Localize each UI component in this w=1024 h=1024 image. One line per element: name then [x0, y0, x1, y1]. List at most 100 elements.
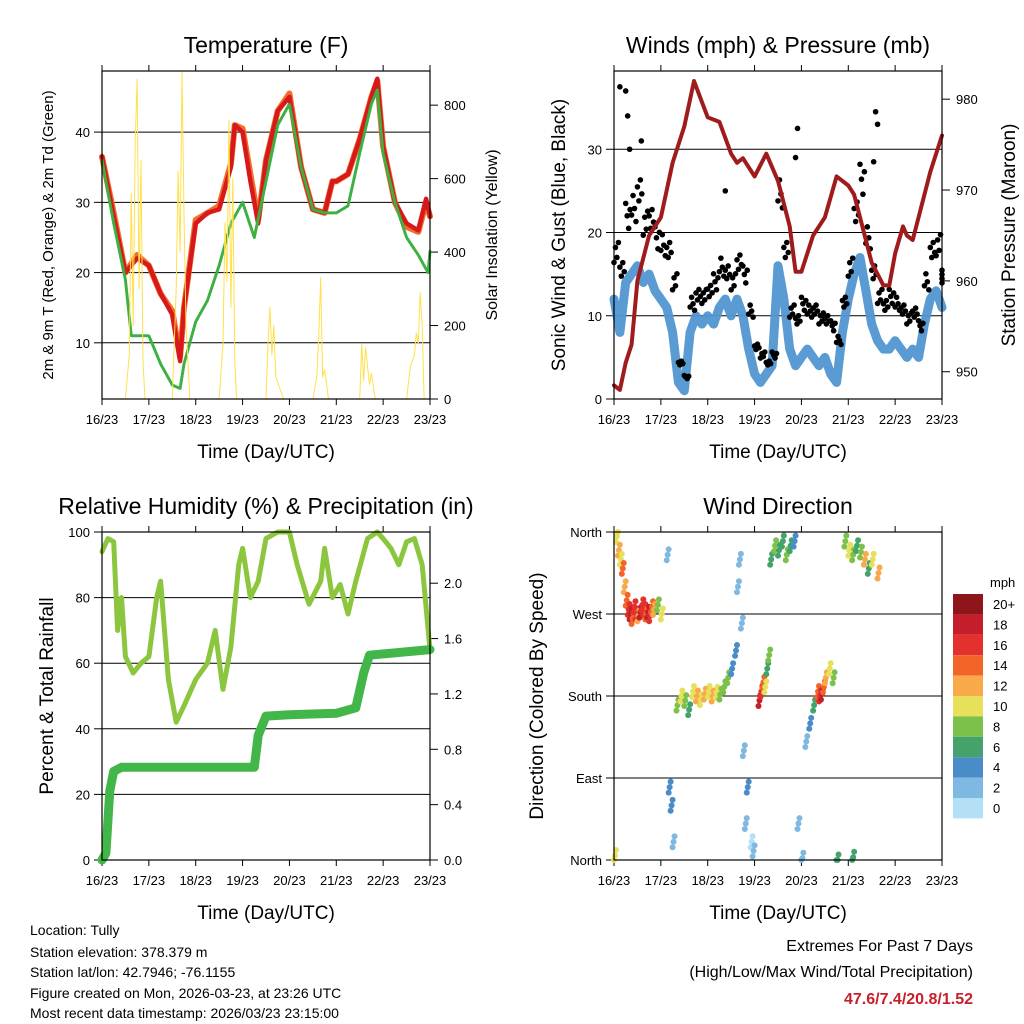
y-tick-label: 20 — [76, 266, 90, 281]
direction-point — [745, 778, 752, 785]
gust-point — [797, 318, 803, 324]
x-tick-label: 21/23 — [832, 412, 865, 427]
x-tick-label: 16/23 — [86, 412, 119, 427]
direction-point — [831, 669, 838, 676]
gust-point — [902, 308, 909, 314]
direction-point — [870, 550, 877, 557]
plot-frame — [101, 70, 431, 400]
direction-point — [772, 542, 779, 549]
gust-point — [846, 259, 853, 266]
gust-point — [874, 121, 881, 128]
temperature-panel: Temperature (F) Time (Day/UTC) 2m & 9m T (… — [40, 32, 501, 463]
direction-point — [850, 854, 857, 861]
gust-point — [827, 317, 834, 324]
gust-point — [639, 191, 645, 197]
x-axis-label: Time (Day/UTC) — [709, 903, 847, 924]
gust-point — [665, 254, 671, 261]
direction-point — [806, 725, 813, 732]
gust-point — [658, 247, 664, 254]
y-tick-label-right: 1.2 — [444, 687, 462, 702]
gust-point — [706, 293, 712, 300]
direction-point — [800, 849, 807, 856]
direction-point — [835, 851, 842, 858]
y-tick-label-right: 980 — [956, 92, 978, 107]
direction-point — [854, 542, 861, 549]
y-tick-label: 30 — [588, 142, 602, 157]
gust-point — [710, 270, 717, 277]
direction-point — [704, 693, 711, 700]
plot-frame — [613, 70, 943, 400]
direction-point — [677, 698, 684, 705]
y-tick-label-right: 970 — [956, 183, 978, 198]
figure-created: Figure created on Mon, 2026-03-23, at 23… — [30, 985, 341, 1001]
direction-point — [791, 538, 798, 545]
gust-point — [690, 300, 696, 307]
direction-point — [846, 547, 853, 554]
y-tick-label: 60 — [76, 656, 90, 671]
direction-point — [766, 652, 773, 658]
gust-point — [906, 318, 913, 324]
direction-point — [864, 570, 871, 577]
direction-point — [875, 570, 882, 576]
gust-point — [747, 302, 753, 308]
direction-point — [682, 697, 689, 704]
gust-point — [722, 188, 729, 194]
gust-point — [615, 239, 622, 246]
direction-point — [761, 689, 768, 696]
chart-title: Winds (mph) & Pressure (mb) — [626, 32, 930, 58]
plot-frame — [613, 531, 943, 861]
direction-point — [861, 556, 868, 563]
x-tick-label: 19/23 — [226, 873, 259, 888]
gust-point — [621, 268, 628, 275]
direction-point — [619, 565, 626, 572]
direction-point — [618, 570, 625, 577]
y-tick-label: 20 — [588, 226, 602, 241]
gust-point — [795, 312, 802, 319]
x-tick-label: 23/23 — [414, 412, 447, 427]
gust-point — [674, 270, 680, 277]
gust-point — [832, 320, 838, 327]
gust-point — [617, 264, 623, 270]
gust-point — [622, 200, 629, 207]
gust-point — [625, 225, 632, 232]
legend-label: 4 — [993, 760, 1000, 775]
legend-swatch — [953, 594, 983, 615]
gust-point — [883, 297, 890, 304]
gust-point — [934, 237, 941, 243]
direction-point — [744, 784, 751, 791]
gust-point — [740, 263, 746, 269]
x-tick-label: 20/23 — [273, 412, 306, 427]
direction-point — [810, 707, 817, 714]
direction-point — [687, 701, 694, 708]
direction-point — [796, 815, 803, 822]
direction-point — [739, 614, 746, 621]
legend-swatch — [953, 736, 983, 758]
y-tick-label: North — [570, 525, 602, 540]
direction-point — [780, 532, 787, 539]
gust-point — [857, 161, 863, 168]
y-tick-label: 10 — [76, 336, 90, 351]
direction-point — [767, 646, 774, 653]
station-elevation: Station elevation: 378.379 m — [30, 944, 207, 960]
gust-point — [704, 286, 711, 292]
x-tick-label: 22/23 — [367, 412, 400, 427]
y-tick-label-right: 960 — [956, 274, 978, 289]
gust-point — [860, 191, 866, 198]
gust-point — [789, 311, 796, 317]
gust-point — [824, 312, 831, 319]
gust-point — [870, 275, 876, 282]
gust-point — [643, 226, 650, 232]
gust-point — [879, 286, 885, 293]
legend-swatch — [953, 655, 983, 676]
gust-point — [791, 302, 797, 308]
gust-point — [669, 286, 676, 293]
gust-point — [924, 278, 931, 285]
y-tick-label: 0 — [595, 392, 602, 407]
direction-point — [792, 532, 799, 539]
direction-point — [842, 538, 849, 545]
direction-point — [732, 652, 739, 659]
direction-point — [681, 703, 688, 710]
direction-point — [749, 833, 756, 840]
gust-point — [756, 344, 762, 351]
gust-point — [844, 300, 850, 307]
